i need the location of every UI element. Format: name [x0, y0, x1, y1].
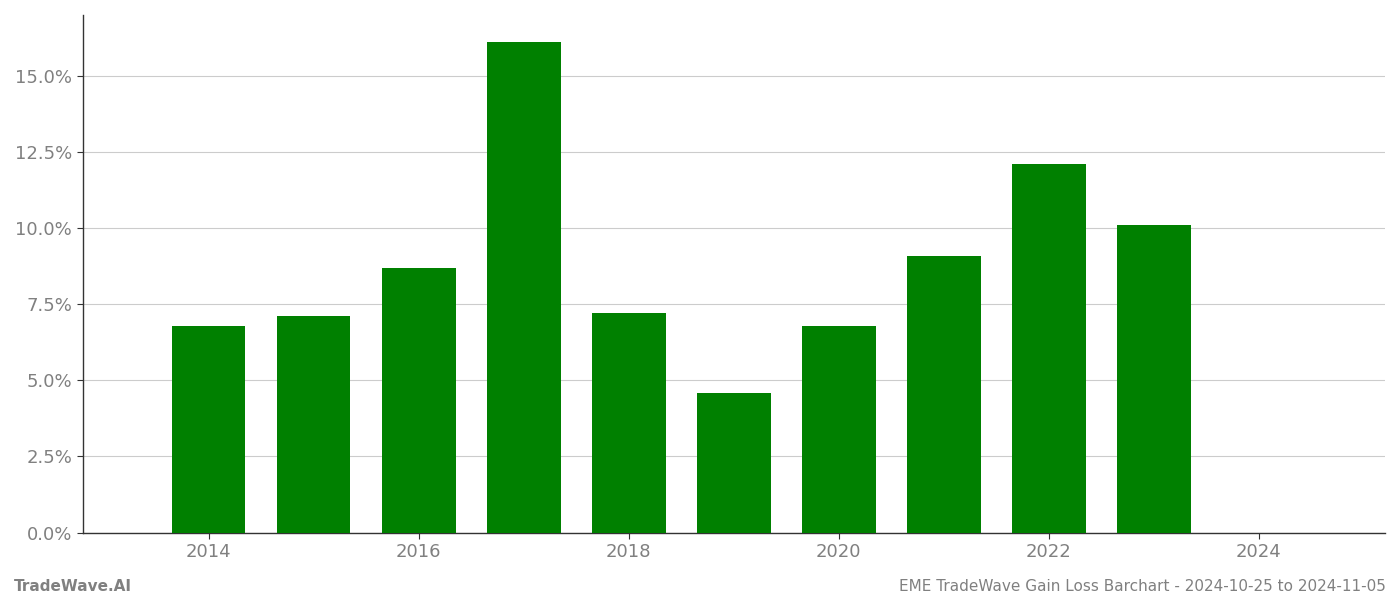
Bar [382, 268, 455, 533]
Bar [592, 313, 665, 533]
Bar [802, 326, 875, 533]
Bar [487, 43, 560, 533]
Bar [697, 392, 770, 533]
Bar [907, 256, 980, 533]
Text: EME TradeWave Gain Loss Barchart - 2024-10-25 to 2024-11-05: EME TradeWave Gain Loss Barchart - 2024-… [899, 579, 1386, 594]
Text: TradeWave.AI: TradeWave.AI [14, 579, 132, 594]
Bar [1012, 164, 1085, 533]
Bar [277, 316, 350, 533]
Bar [1117, 225, 1191, 533]
Bar [172, 326, 245, 533]
